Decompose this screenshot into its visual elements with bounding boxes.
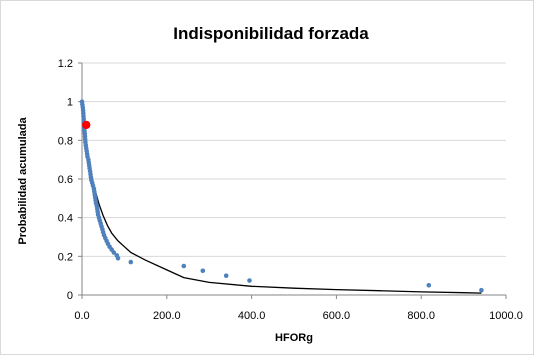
data-point bbox=[181, 263, 187, 269]
y-tick-label: 0.8 bbox=[58, 135, 73, 147]
data-point bbox=[111, 250, 117, 255]
x-tick-label: 600.0 bbox=[323, 310, 351, 322]
data-point bbox=[223, 273, 229, 279]
y-tick-label: 1.2 bbox=[58, 58, 73, 70]
fitted-curve bbox=[81, 105, 482, 294]
y-tick-label: 1 bbox=[67, 97, 73, 109]
data-points bbox=[79, 99, 484, 293]
chart-title: Indisponibilidad forzada bbox=[173, 24, 369, 43]
x-tick-label: 0.0 bbox=[74, 310, 89, 322]
x-axis-title: HFORg bbox=[275, 332, 313, 344]
y-tick-label: 0.6 bbox=[58, 174, 73, 186]
x-tick-label: 200.0 bbox=[153, 310, 181, 322]
data-point bbox=[426, 283, 432, 288]
tick-labels: 0 0.2 0.4 0.6 0.8 1 1.2 0.0 200.0 400.0 600.0 800.0… bbox=[58, 58, 523, 322]
data-point bbox=[128, 259, 134, 265]
y-axis-title: Probabilidad acumulada bbox=[17, 117, 29, 245]
x-tick-label: 1000.0 bbox=[489, 310, 523, 322]
axes bbox=[78, 62, 507, 299]
y-tick-label: 0 bbox=[67, 290, 73, 302]
curve-line bbox=[81, 105, 482, 294]
y-tick-label: 0.2 bbox=[58, 251, 73, 263]
highlight-point bbox=[82, 120, 91, 130]
data-point bbox=[247, 278, 252, 283]
data-point bbox=[200, 268, 206, 274]
data-point bbox=[115, 255, 121, 261]
y-tick-label: 0.4 bbox=[58, 213, 73, 225]
gridlines bbox=[82, 62, 506, 257]
x-tick-label: 400.0 bbox=[238, 310, 266, 322]
data-point bbox=[479, 287, 484, 293]
x-tick-label: 800.0 bbox=[407, 310, 435, 322]
